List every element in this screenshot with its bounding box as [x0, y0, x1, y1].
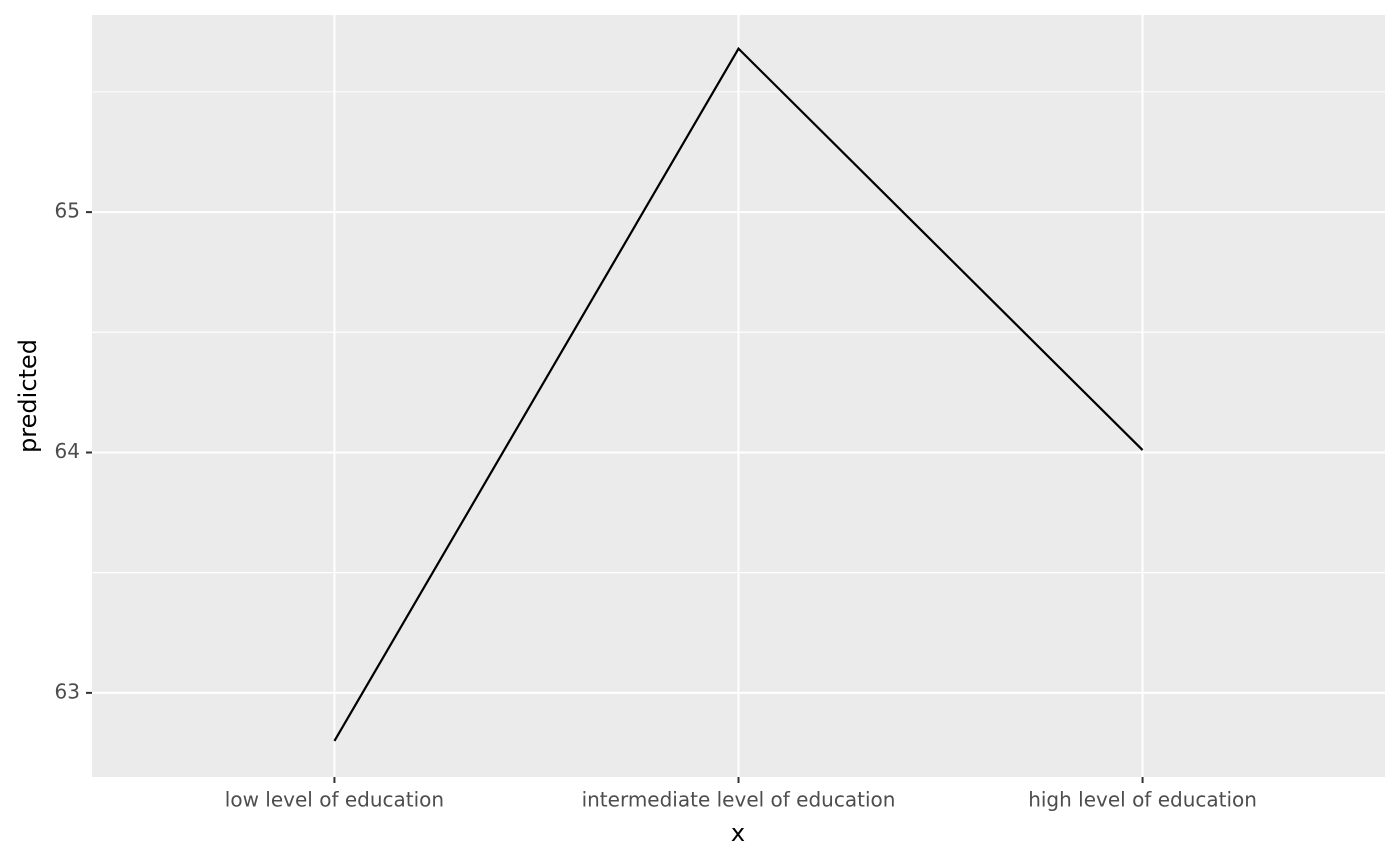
y-axis-title: predicted — [14, 339, 42, 453]
grid — [92, 15, 1385, 777]
x-axis-title: x — [731, 819, 745, 847]
y-tick-label: 65 — [55, 199, 80, 223]
y-tick-label: 63 — [55, 679, 80, 703]
line — [333, 46, 1144, 742]
marks — [333, 46, 1144, 742]
x-tick-label: low level of education — [225, 788, 444, 812]
x-tick-label: intermediate level of education — [582, 788, 896, 812]
x-tick-label: high level of education — [1028, 788, 1257, 812]
y-tick-label: 64 — [55, 439, 80, 463]
